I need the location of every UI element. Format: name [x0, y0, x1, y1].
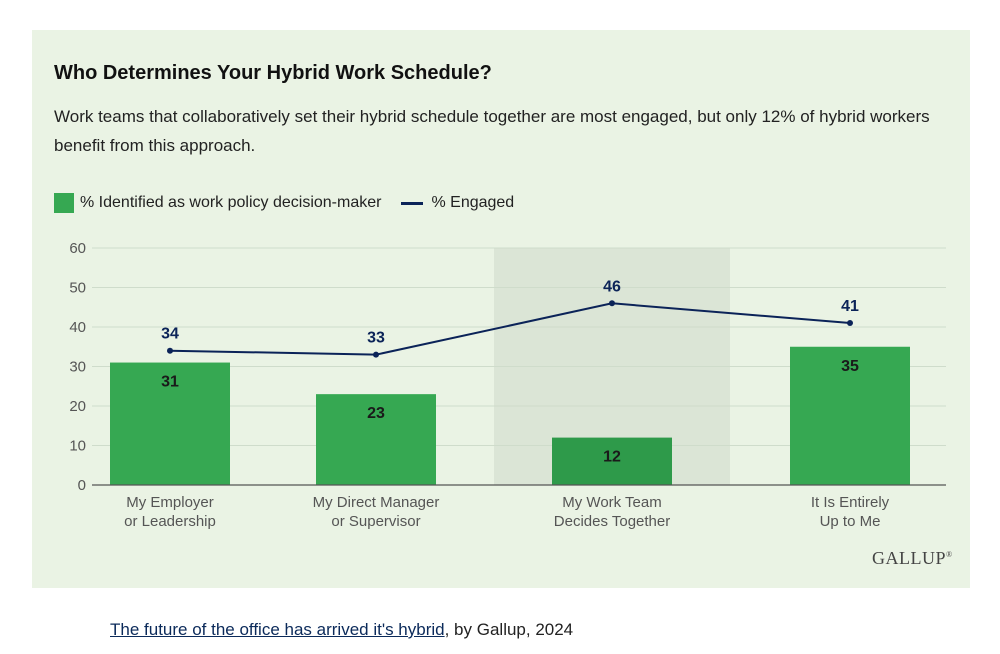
y-tick-label-0: 0 [78, 477, 86, 494]
gallup-logo: GALLUP® [872, 548, 953, 568]
chart-legend: % Identified as work policy decision-mak… [54, 192, 514, 214]
x-tick-label-3-0: It Is Entirely [811, 494, 890, 511]
bar-label-3: 35 [841, 358, 859, 375]
engaged-point-2 [609, 300, 615, 307]
y-tick-label-4: 40 [69, 319, 86, 336]
chart-subtitle: Work teams that collaboratively set thei… [54, 107, 930, 155]
engaged-label-2: 46 [603, 278, 621, 295]
source-link[interactable]: The future of the office has arrived it'… [110, 620, 445, 639]
source-caption: The future of the office has arrived it'… [110, 620, 573, 640]
y-tick-label-5: 50 [69, 280, 86, 297]
legend-label-bar: % Identified as work policy decision-mak… [80, 194, 382, 211]
y-tick-label-2: 20 [69, 398, 86, 415]
x-tick-label-1-0: My Direct Manager [313, 494, 440, 511]
legend-bar-swatch [54, 193, 74, 213]
bar-label-1: 23 [367, 405, 385, 422]
legend-line-swatch [401, 201, 424, 205]
bar-2 [552, 437, 672, 485]
engaged-point-1 [373, 351, 379, 358]
y-tick-label-3: 30 [69, 359, 86, 376]
engaged-line [169, 302, 851, 356]
x-tick-label-2-1: Decides Together [554, 513, 670, 530]
bar-0 [110, 362, 230, 485]
bar-3 [790, 346, 910, 485]
engaged-label-3: 41 [841, 298, 859, 315]
bar-1 [316, 394, 436, 485]
y-tick-label-1: 10 [69, 438, 86, 455]
x-tick-label-3-1: Up to Me [820, 513, 881, 530]
y-tick-label-6: 60 [69, 240, 86, 257]
engaged-point-3 [847, 320, 853, 327]
engaged-label-0: 34 [161, 326, 179, 343]
legend-label-line: % Engaged [431, 194, 515, 211]
x-tick-label-1-1: or Supervisor [331, 513, 420, 530]
x-tick-label-0-1: or Leadership [124, 513, 216, 530]
engaged-point-0 [167, 347, 173, 354]
bar-label-2: 12 [603, 449, 621, 466]
bar-label-0: 31 [161, 374, 179, 391]
source-caption-rest: , by Gallup, 2024 [444, 620, 574, 639]
brand-text: GALLUP [872, 548, 946, 568]
chart-title: Who Determines Your Hybrid Work Schedule… [54, 62, 492, 84]
x-tick-label-0-0: My Employer [126, 494, 214, 511]
engaged-label-1: 33 [367, 330, 385, 347]
x-tick-label-2-0: My Work Team [562, 494, 661, 511]
